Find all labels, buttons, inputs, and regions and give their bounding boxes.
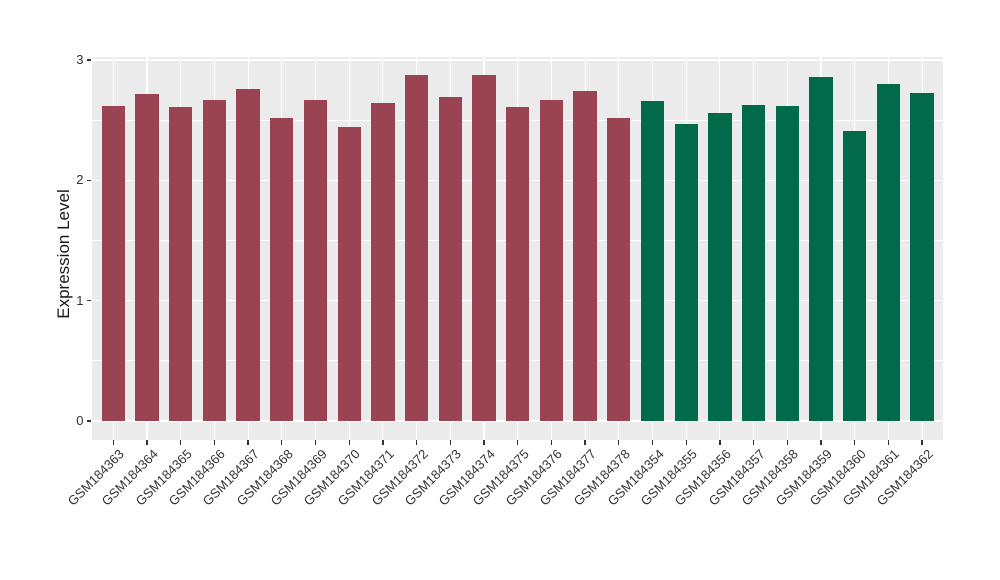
- bar: [438, 97, 462, 421]
- x-tick-mark: [921, 439, 923, 445]
- x-tick-mark: [281, 439, 283, 445]
- x-tick-mark: [180, 439, 182, 445]
- x-tick-mark: [820, 439, 822, 445]
- bar: [169, 107, 193, 421]
- x-tick-mark: [112, 439, 114, 445]
- bar: [607, 117, 631, 421]
- x-tick-mark: [887, 439, 890, 445]
- bar: [573, 91, 597, 421]
- bar: [876, 84, 901, 421]
- bar: [539, 99, 564, 421]
- bar: [404, 74, 429, 421]
- y-tick-mark: [86, 59, 91, 61]
- bar: [202, 99, 227, 421]
- x-tick-mark: [618, 439, 620, 445]
- x-tick-mark: [314, 439, 317, 445]
- x-tick-mark: [382, 439, 384, 445]
- x-tick-mark: [584, 439, 586, 445]
- x-tick-mark: [786, 439, 788, 445]
- bar: [101, 105, 125, 421]
- x-tick-mark: [348, 439, 350, 445]
- bar: [236, 88, 260, 421]
- x-tick-mark: [550, 439, 553, 445]
- bar: [843, 131, 867, 421]
- y-axis-title: Expression Level: [54, 189, 73, 319]
- x-tick-mark: [213, 439, 216, 445]
- bar: [741, 104, 766, 421]
- x-tick-mark: [415, 439, 418, 445]
- bar: [809, 76, 833, 421]
- y-tick-label: 3: [76, 52, 84, 68]
- bar: [270, 117, 294, 421]
- y-tick-mark: [86, 420, 91, 422]
- bar: [371, 103, 395, 421]
- bar: [472, 74, 496, 421]
- x-tick-mark: [449, 439, 451, 445]
- y-tick-label: 0: [76, 413, 84, 428]
- y-tick-mark: [86, 300, 91, 302]
- x-tick-mark: [719, 439, 721, 445]
- y-tick-label: 1: [76, 292, 84, 308]
- x-tick-mark: [483, 439, 485, 445]
- x-tick-mark: [146, 439, 148, 445]
- bar: [910, 92, 934, 421]
- bar: [303, 99, 328, 421]
- bar: [640, 101, 665, 421]
- y-tick-label: 2: [76, 172, 84, 188]
- x-tick-mark: [651, 439, 654, 445]
- plot-panel: [92, 57, 943, 440]
- x-tick-mark: [247, 439, 249, 445]
- bar: [775, 105, 799, 421]
- x-tick-mark: [752, 439, 755, 445]
- bar: [674, 123, 698, 421]
- bar: [506, 107, 530, 421]
- y-tick-mark: [86, 179, 91, 182]
- x-tick-mark: [685, 439, 687, 445]
- bar: [135, 93, 159, 421]
- x-tick-mark: [517, 439, 519, 445]
- bar: [337, 127, 361, 421]
- bar: [708, 113, 732, 421]
- x-tick-mark: [854, 439, 856, 445]
